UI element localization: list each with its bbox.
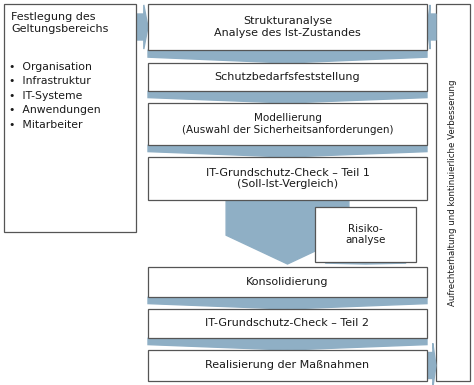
Polygon shape bbox=[427, 5, 436, 49]
Bar bbox=[148, 157, 427, 200]
Polygon shape bbox=[427, 343, 436, 385]
Text: Risiko-
analyse: Risiko- analyse bbox=[346, 224, 386, 245]
Polygon shape bbox=[148, 338, 427, 350]
Text: Konsolidierung: Konsolidierung bbox=[246, 277, 329, 287]
Text: Modellierung
(Auswahl der Sicherheitsanforderungen): Modellierung (Auswahl der Sicherheitsanf… bbox=[182, 113, 393, 135]
Text: Schutzbedarfsfeststellung: Schutzbedarfsfeststellung bbox=[215, 72, 360, 82]
Text: Festlegung des
Geltungsbereichs: Festlegung des Geltungsbereichs bbox=[11, 12, 109, 34]
Polygon shape bbox=[148, 91, 427, 103]
Bar bbox=[148, 267, 427, 297]
Text: Strukturanalyse
Analyse des Ist-Zustandes: Strukturanalyse Analyse des Ist-Zustande… bbox=[214, 16, 361, 38]
Bar bbox=[148, 63, 427, 91]
Text: IT-Grundschutz-Check – Teil 2: IT-Grundschutz-Check – Teil 2 bbox=[206, 318, 370, 328]
Text: •  Organisation
•  Infrastruktur
•  IT-Systeme
•  Anwendungen
•  Mitarbeiter: • Organisation • Infrastruktur • IT-Syst… bbox=[9, 62, 100, 130]
Polygon shape bbox=[226, 200, 349, 264]
Polygon shape bbox=[148, 145, 427, 157]
Bar bbox=[148, 309, 427, 338]
Polygon shape bbox=[326, 262, 406, 264]
Polygon shape bbox=[148, 297, 427, 309]
Polygon shape bbox=[148, 50, 427, 63]
Text: Realisierung der Maßnahmen: Realisierung der Maßnahmen bbox=[205, 360, 370, 370]
Bar bbox=[315, 207, 416, 262]
Bar bbox=[4, 4, 136, 232]
Bar bbox=[148, 350, 427, 381]
Polygon shape bbox=[136, 5, 148, 49]
Bar bbox=[148, 103, 427, 145]
Text: IT-Grundschutz-Check – Teil 1
(Soll-Ist-Vergleich): IT-Grundschutz-Check – Teil 1 (Soll-Ist-… bbox=[206, 168, 369, 189]
Bar bbox=[148, 4, 427, 50]
Text: Aufrechterhaltung und kontinuierliche Verbesserung: Aufrechterhaltung und kontinuierliche Ve… bbox=[448, 79, 457, 306]
Bar bbox=[436, 4, 470, 381]
